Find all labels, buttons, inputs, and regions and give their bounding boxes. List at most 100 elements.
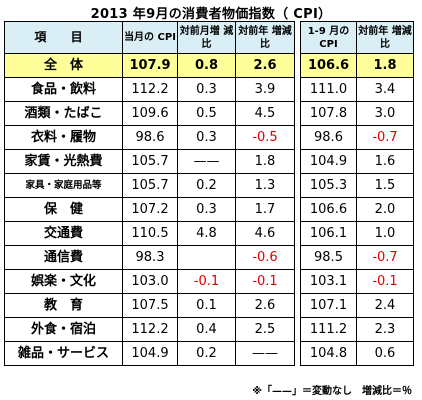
row-cpi: 112.2 bbox=[122, 77, 178, 102]
row-yoy: -0.1 bbox=[235, 269, 295, 294]
row-mom: 0.3 bbox=[177, 197, 236, 222]
table-row: 106.6 1.8 bbox=[300, 53, 414, 78]
row-item-name: 教 育 bbox=[4, 293, 123, 318]
row-ytd-yoy: 0.6 bbox=[356, 341, 414, 366]
header-row: 項 目 当月の CPI 対前月増 減比 対前年 増減比 bbox=[4, 21, 295, 54]
row-ytd-yoy: 2.3 bbox=[356, 317, 414, 342]
row-yoy: 1.7 bbox=[235, 197, 295, 222]
row-ytd-cpi: 104.8 bbox=[300, 341, 357, 366]
table-row: 106.6 2.0 bbox=[300, 197, 414, 222]
row-ytd-cpi: 105.3 bbox=[300, 173, 357, 198]
header-ytd-cpi: 1-9 月の CPI bbox=[300, 21, 357, 54]
table-row: 家具・家庭用品等 105.7 0.2 1.3 bbox=[4, 173, 295, 198]
row-mom: -0.1 bbox=[177, 269, 236, 294]
row-mom: 0.1 bbox=[177, 293, 236, 318]
row-yoy: 2.5 bbox=[235, 317, 295, 342]
row-item-name: 家賃・光熱費 bbox=[4, 149, 123, 174]
table-row: 98.5 -0.7 bbox=[300, 245, 414, 270]
row-item-name: 衣料・履物 bbox=[4, 125, 123, 150]
row-mom: 4.8 bbox=[177, 221, 236, 246]
row-ytd-yoy: 1.5 bbox=[356, 173, 414, 198]
row-ytd-yoy: 1.0 bbox=[356, 221, 414, 246]
row-cpi: 104.9 bbox=[122, 341, 178, 366]
header-mom: 対前月増 減比 bbox=[177, 21, 236, 54]
row-ytd-cpi: 106.6 bbox=[300, 53, 357, 78]
table-row: 111.2 2.3 bbox=[300, 317, 414, 342]
table-row: 教 育 107.5 0.1 2.6 bbox=[4, 293, 295, 318]
row-ytd-yoy: -0.7 bbox=[356, 125, 414, 150]
row-mom: 0.2 bbox=[177, 173, 236, 198]
row-cpi: 107.2 bbox=[122, 197, 178, 222]
row-yoy: 4.5 bbox=[235, 101, 295, 126]
row-mom bbox=[177, 245, 236, 270]
table-row: 酒類・たばこ 109.6 0.5 4.5 bbox=[4, 101, 295, 126]
header-yoy: 対前年 増減比 bbox=[235, 21, 295, 54]
row-item-name: 保 健 bbox=[4, 197, 123, 222]
row-cpi: 110.5 bbox=[122, 221, 178, 246]
table-row: 外食・宿泊 112.2 0.4 2.5 bbox=[4, 317, 295, 342]
row-ytd-yoy: -0.7 bbox=[356, 245, 414, 270]
row-yoy: 4.6 bbox=[235, 221, 295, 246]
header-item: 項 目 bbox=[4, 21, 123, 54]
row-item-name: 娯楽・文化 bbox=[4, 269, 123, 294]
row-mom: 0.5 bbox=[177, 101, 236, 126]
row-item-name: 全 体 bbox=[4, 53, 123, 78]
row-item-name: 外食・宿泊 bbox=[4, 317, 123, 342]
table-row: 家賃・光熱費 105.7 —— 1.8 bbox=[4, 149, 295, 174]
table-row: 104.9 1.6 bbox=[300, 149, 414, 174]
table-row: 保 健 107.2 0.3 1.7 bbox=[4, 197, 295, 222]
row-yoy: 2.6 bbox=[235, 53, 295, 78]
row-mom: 0.2 bbox=[177, 341, 236, 366]
cpi-monthly-table: 項 目 当月の CPI 対前月増 減比 対前年 増減比 全 体 107.9 0.8 2… bbox=[4, 21, 295, 366]
row-cpi: 107.9 bbox=[122, 53, 178, 78]
row-yoy: -0.6 bbox=[235, 245, 295, 270]
row-cpi: 105.7 bbox=[122, 149, 178, 174]
page-title: 2013 年9月の消費者物価指数（ CPI） bbox=[90, 7, 332, 22]
row-ytd-yoy: 3.4 bbox=[356, 77, 414, 102]
row-ytd-yoy: 1.6 bbox=[356, 149, 414, 174]
row-yoy: 1.8 bbox=[235, 149, 295, 174]
table-row: 104.8 0.6 bbox=[300, 341, 414, 366]
row-cpi: 98.6 bbox=[122, 125, 178, 150]
row-ytd-cpi: 104.9 bbox=[300, 149, 357, 174]
row-mom: 0.3 bbox=[177, 125, 236, 150]
table-row: 通信費 98.3 -0.6 bbox=[4, 245, 295, 270]
row-ytd-yoy: 1.8 bbox=[356, 53, 414, 78]
row-ytd-cpi: 106.6 bbox=[300, 197, 357, 222]
header-cpi: 当月の CPI bbox=[122, 21, 178, 54]
row-item-name: 雑品・サービス bbox=[4, 341, 123, 366]
row-ytd-yoy: 3.0 bbox=[356, 101, 414, 126]
row-ytd-cpi: 98.5 bbox=[300, 245, 357, 270]
table-row: 107.8 3.0 bbox=[300, 101, 414, 126]
table-row: 娯楽・文化 103.0 -0.1 -0.1 bbox=[4, 269, 295, 294]
row-item-name: 食品・飲料 bbox=[4, 77, 123, 102]
row-mom: 0.3 bbox=[177, 77, 236, 102]
row-cpi: 109.6 bbox=[122, 101, 178, 126]
row-mom: 0.4 bbox=[177, 317, 236, 342]
row-ytd-cpi: 111.2 bbox=[300, 317, 357, 342]
row-ytd-yoy: -0.1 bbox=[356, 269, 414, 294]
table-row: 98.6 -0.7 bbox=[300, 125, 414, 150]
table-row: 107.1 2.4 bbox=[300, 293, 414, 318]
cpi-ytd-table: 1-9 月の CPI 対前年 増減比 106.6 1.8 111.0 3.4 107.8… bbox=[300, 21, 414, 366]
row-mom: —— bbox=[177, 149, 236, 174]
table-row: 雑品・サービス 104.9 0.2 —— bbox=[4, 341, 295, 366]
row-item-name: 通信費 bbox=[4, 245, 123, 270]
row-item-name: 交通費 bbox=[4, 221, 123, 246]
row-ytd-cpi: 103.1 bbox=[300, 269, 357, 294]
row-cpi: 107.5 bbox=[122, 293, 178, 318]
row-yoy: 1.3 bbox=[235, 173, 295, 198]
table-row: 食品・飲料 112.2 0.3 3.9 bbox=[4, 77, 295, 102]
table-row: 全 体 107.9 0.8 2.6 bbox=[4, 53, 295, 78]
footnote: ※「——」＝変動なし 増減比＝％ bbox=[252, 386, 412, 397]
table-row: 衣料・履物 98.6 0.3 -0.5 bbox=[4, 125, 295, 150]
table-row: 103.1 -0.1 bbox=[300, 269, 414, 294]
row-ytd-cpi: 98.6 bbox=[300, 125, 357, 150]
row-ytd-cpi: 107.1 bbox=[300, 293, 357, 318]
row-ytd-yoy: 2.4 bbox=[356, 293, 414, 318]
table-row: 交通費 110.5 4.8 4.6 bbox=[4, 221, 295, 246]
row-item-name: 家具・家庭用品等 bbox=[4, 173, 123, 198]
row-item-name: 酒類・たばこ bbox=[4, 101, 123, 126]
row-ytd-cpi: 106.1 bbox=[300, 221, 357, 246]
table-row: 111.0 3.4 bbox=[300, 77, 414, 102]
